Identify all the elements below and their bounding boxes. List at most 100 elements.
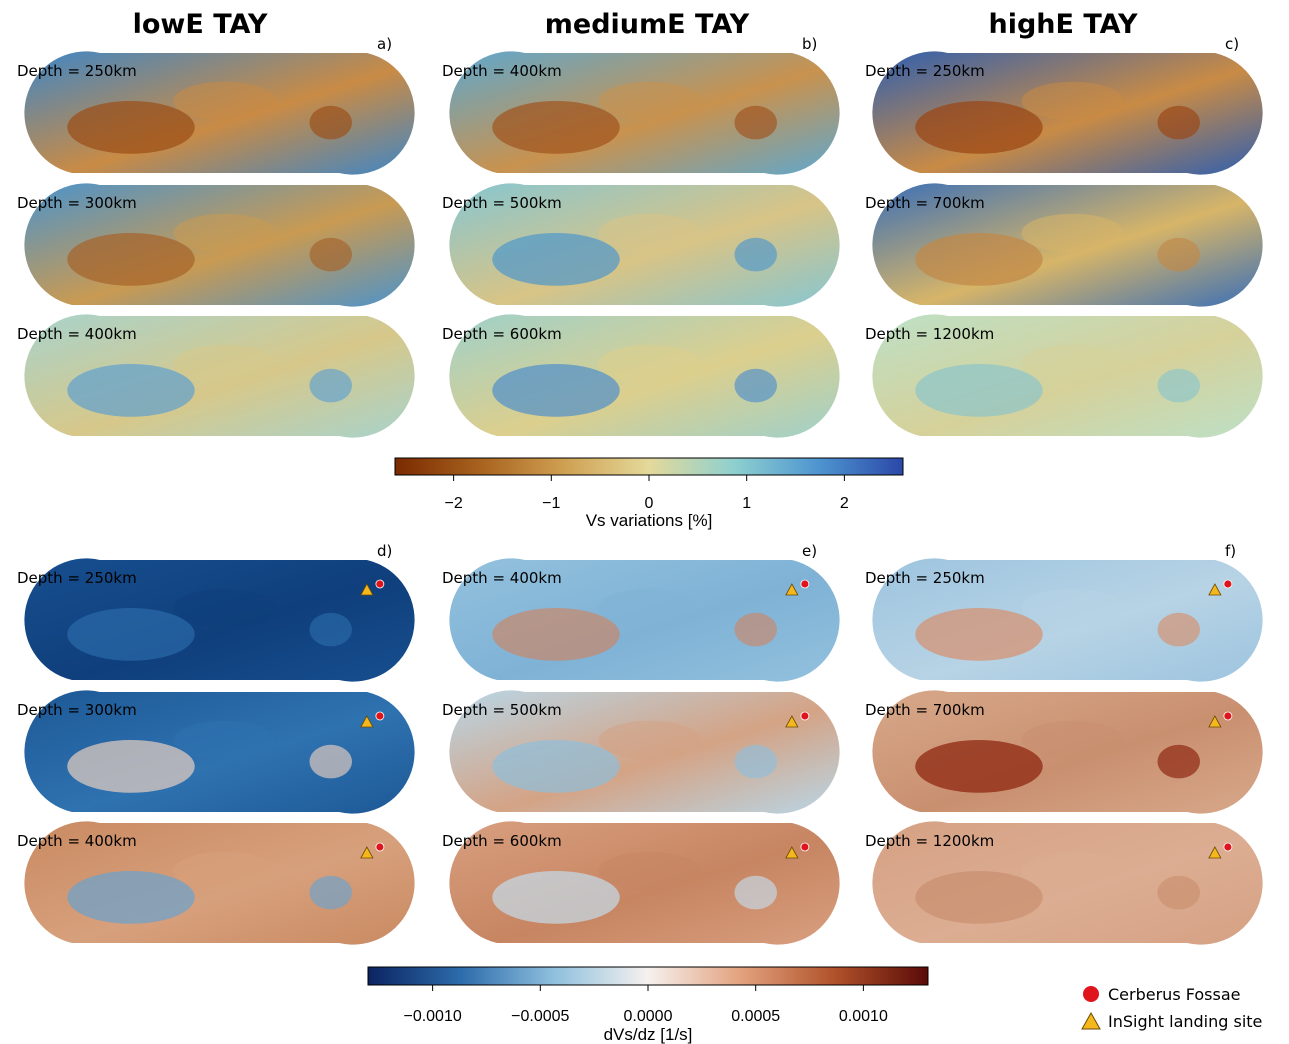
legend-insight-label: InSight landing site: [1108, 1012, 1262, 1031]
colorbar-vs-tick-label: 2: [840, 495, 849, 512]
depth-label: Depth = 250km: [17, 62, 137, 80]
plateau-region: [598, 213, 701, 253]
basin-region: [734, 744, 777, 779]
depth-label: Depth = 400km: [17, 325, 137, 343]
basin-region: [1157, 875, 1200, 910]
colorbar-grad-tick-label: 0.0005: [731, 1008, 780, 1025]
depth-label: Depth = 1200km: [865, 832, 994, 850]
basin-region: [1157, 105, 1200, 140]
basin-region: [1157, 612, 1200, 647]
insight-landing-site-icon: [1208, 846, 1222, 859]
anomaly-region: [492, 608, 620, 661]
plateau-region: [173, 81, 276, 121]
basin-region: [309, 612, 352, 647]
depth-label: Depth = 250km: [865, 569, 985, 587]
colorbar-vs-tick-label: −2: [444, 495, 462, 512]
insight-landing-site-icon: [360, 846, 374, 859]
colorbar-vs-ticks: −2 −1 0 1 2: [444, 475, 849, 512]
colorbar-vs-tick-label: −1: [542, 495, 560, 512]
anomaly-region: [492, 740, 620, 793]
colorbar-vs: −2 −1 0 1 2 Vs variations [%]: [394, 457, 904, 530]
basin-region: [734, 612, 777, 647]
colorbar-vs-tick-label: 1: [742, 495, 751, 512]
depth-label: Depth = 400km: [442, 62, 562, 80]
plateau-region: [1021, 81, 1124, 121]
cerberus-fossae-icon: [375, 711, 385, 721]
plateau-region: [598, 81, 701, 121]
depth-label: Depth = 700km: [865, 701, 985, 719]
plateau-region: [1021, 720, 1124, 760]
basin-region: [734, 368, 777, 403]
anomaly-region: [67, 608, 195, 661]
cerberus-fossae-icon: [800, 711, 810, 721]
vs-panel-label: a): [377, 35, 392, 53]
insight-landing-site-icon: [1208, 715, 1222, 728]
depth-label: Depth = 400km: [17, 832, 137, 850]
colorbar-grad-tick-label: −0.0010: [403, 1008, 461, 1025]
colorbar-vs-bar: [394, 457, 904, 476]
anomaly-region: [67, 871, 195, 924]
insight-landing-marker-icon: [1081, 1011, 1101, 1030]
insight-landing-site-icon: [785, 846, 799, 859]
insight-landing-site-icon: [360, 583, 374, 596]
plateau-region: [173, 851, 276, 891]
basin-region: [734, 105, 777, 140]
depth-label: Depth = 600km: [442, 325, 562, 343]
basin-region: [1157, 237, 1200, 272]
plateau-region: [173, 720, 276, 760]
anomaly-region: [67, 101, 195, 154]
anomaly-region: [915, 233, 1043, 286]
cerberus-fossae-icon: [1223, 579, 1233, 589]
anomaly-region: [67, 740, 195, 793]
plateau-region: [1021, 851, 1124, 891]
depth-label: Depth = 600km: [442, 832, 562, 850]
cerberus-fossae-icon: [800, 579, 810, 589]
basin-region: [309, 368, 352, 403]
plateau-region: [1021, 213, 1124, 253]
anomaly-region: [492, 101, 620, 154]
basin-region: [309, 744, 352, 779]
basin-region: [734, 237, 777, 272]
insight-landing-site-icon: [1208, 583, 1222, 596]
anomaly-region: [492, 364, 620, 417]
grad-panel-label: d): [377, 542, 392, 560]
plateau-region: [598, 344, 701, 384]
anomaly-region: [915, 871, 1043, 924]
basin-region: [309, 875, 352, 910]
legend-cerberus-label: Cerberus Fossae: [1108, 985, 1240, 1004]
plateau-region: [1021, 588, 1124, 628]
vs-panel-label: c): [1225, 35, 1239, 53]
legend: Cerberus Fossae InSight landing site: [1081, 985, 1262, 1031]
cerberus-fossae-icon: [800, 842, 810, 852]
insight-landing-site-icon: [785, 715, 799, 728]
column-title-highE: highE TAY: [988, 9, 1138, 40]
grad-panel-label: e): [802, 542, 817, 560]
insight-landing-site-icon: [785, 583, 799, 596]
anomaly-region: [915, 608, 1043, 661]
cerberus-fossae-marker-icon: [1083, 986, 1099, 1002]
depth-label: Depth = 500km: [442, 194, 562, 212]
colorbar-grad-tick-label: 0.0010: [839, 1008, 888, 1025]
cerberus-fossae-icon: [1223, 842, 1233, 852]
colorbar-grad-label: dVs/dz [1/s]: [604, 1025, 693, 1044]
cerberus-fossae-icon: [1223, 711, 1233, 721]
anomaly-region: [915, 364, 1043, 417]
colorbar-grad-tick-label: 0.0000: [624, 1008, 673, 1025]
plateau-region: [173, 213, 276, 253]
colorbar-vs-tick-label: 0: [645, 495, 654, 512]
colorbar-grad-bar: [367, 966, 929, 986]
colorbar-vs-label: Vs variations [%]: [586, 511, 713, 530]
basin-region: [1157, 744, 1200, 779]
plateau-region: [173, 344, 276, 384]
anomaly-region: [492, 871, 620, 924]
basin-region: [734, 875, 777, 910]
anomaly-region: [915, 740, 1043, 793]
depth-label: Depth = 250km: [865, 62, 985, 80]
basin-region: [309, 105, 352, 140]
depth-label: Depth = 250km: [17, 569, 137, 587]
column-title-lowE: lowE TAY: [133, 9, 268, 40]
vs-panel-label: b): [802, 35, 817, 53]
depth-label: Depth = 1200km: [865, 325, 994, 343]
cerberus-fossae-icon: [375, 842, 385, 852]
